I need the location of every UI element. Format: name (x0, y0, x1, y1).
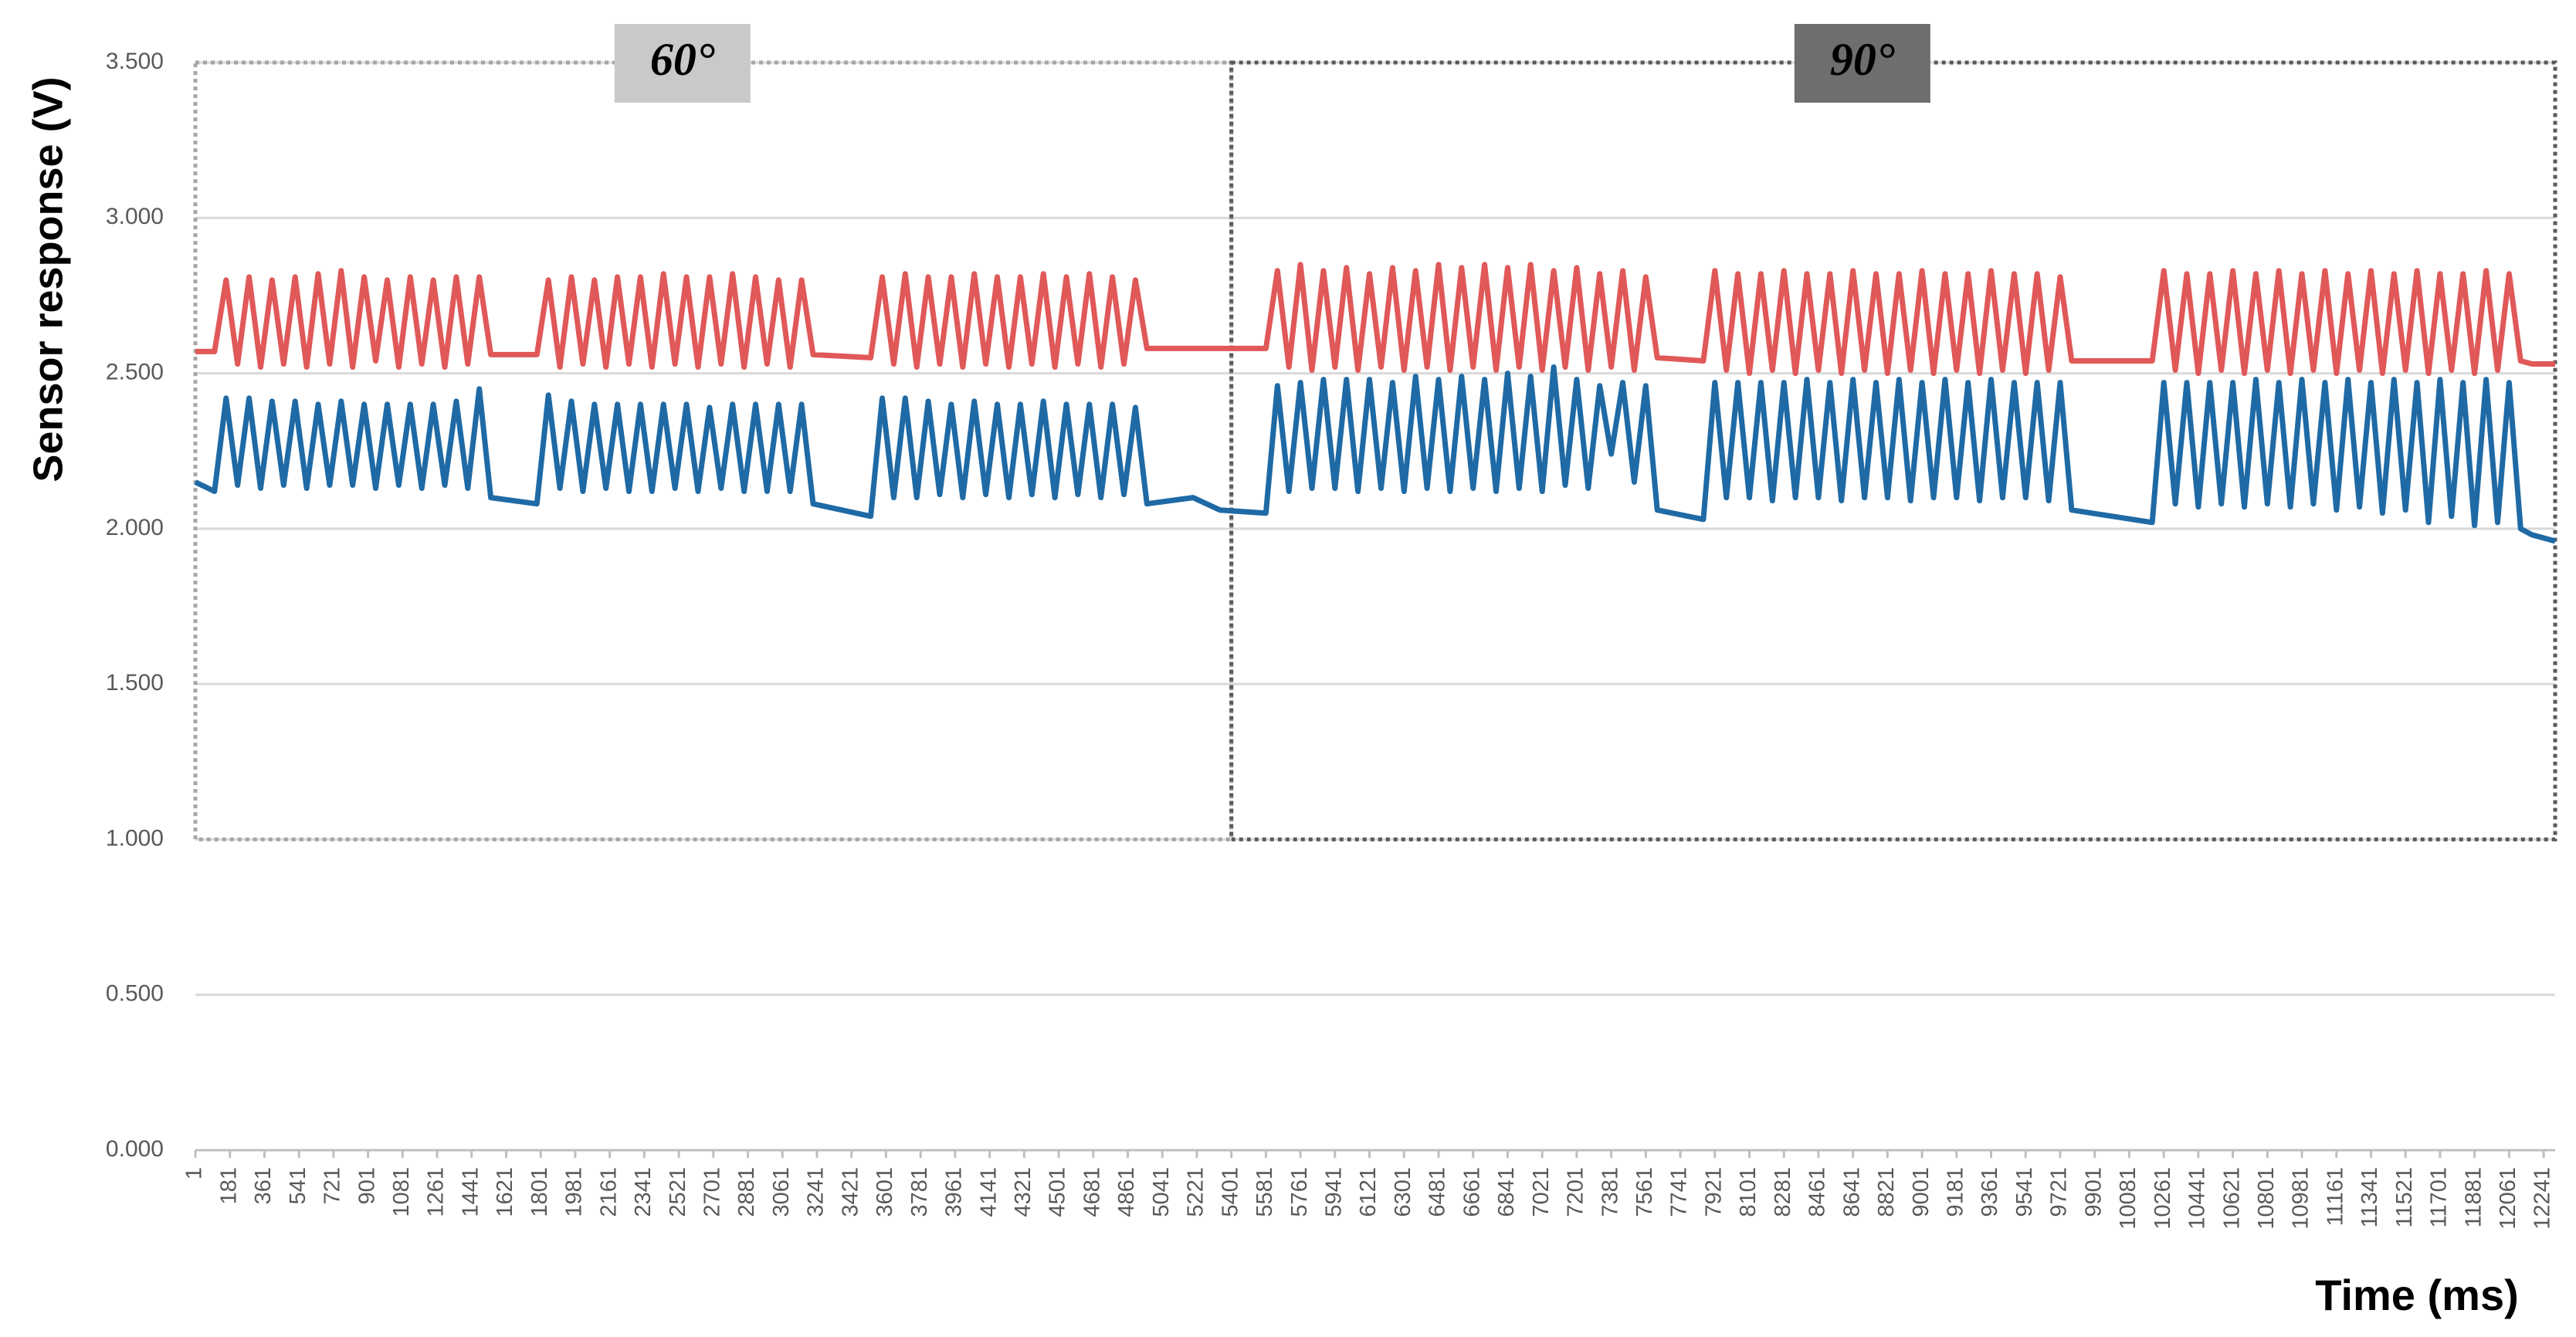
x-tick-label: 9541 (2012, 1167, 2037, 1217)
x-tick-label: 11701 (2427, 1167, 2452, 1228)
region-label: 90° (1830, 34, 1895, 85)
y-tick-label: 0.000 (106, 1136, 164, 1162)
x-tick-label: 7561 (1632, 1167, 1657, 1217)
x-tick-label: 6841 (1494, 1167, 1519, 1217)
x-tick-label: 3601 (873, 1167, 897, 1217)
x-tick-label: 9181 (1943, 1167, 1968, 1217)
x-tick-label: 1981 (562, 1167, 587, 1217)
x-tick-label: 361 (251, 1167, 276, 1204)
x-tick-label: 10801 (2254, 1167, 2279, 1230)
y-tick-label: 3.000 (106, 204, 164, 229)
x-tick-label: 10621 (2219, 1167, 2244, 1230)
x-tick-label: 2341 (631, 1167, 656, 1217)
x-tick-label: 4501 (1046, 1167, 1070, 1217)
x-tick-label: 7741 (1667, 1167, 1692, 1217)
x-tick-label: 8461 (1805, 1167, 1830, 1217)
y-tick-label: 2.500 (106, 359, 164, 384)
x-tick-label: 1 (182, 1167, 207, 1180)
x-tick-label: 7921 (1701, 1167, 1726, 1217)
x-tick-label: 6121 (1356, 1167, 1381, 1217)
y-tick-label: 0.500 (106, 981, 164, 1007)
x-tick-label: 10261 (2151, 1167, 2175, 1230)
x-tick-label: 11881 (2461, 1167, 2486, 1228)
x-tick-label: 7021 (1529, 1167, 1554, 1217)
x-tick-label: 5221 (1184, 1167, 1208, 1217)
x-tick-label: 3421 (838, 1167, 863, 1217)
x-tick-label: 9001 (1909, 1167, 1934, 1217)
x-axis-title: Time (ms) (2315, 1271, 2518, 1319)
x-tick-label: 6661 (1459, 1167, 1484, 1217)
x-tick-label: 6481 (1425, 1167, 1450, 1217)
region-label-box (614, 24, 751, 103)
x-tick-label: 541 (286, 1167, 310, 1204)
x-tick-label: 11341 (2357, 1167, 2382, 1228)
x-tick-label: 8281 (1771, 1167, 1795, 1217)
x-tick-label: 11161 (2323, 1167, 2347, 1226)
x-tick-label: 3241 (804, 1167, 829, 1217)
x-tick-label: 8821 (1874, 1167, 1899, 1217)
x-tick-label: 8101 (1736, 1167, 1761, 1217)
x-tick-label: 9901 (2081, 1167, 2106, 1217)
x-tick-label: 3061 (769, 1167, 794, 1217)
labels: 0.000 0.500 1.000 1.500 2.000 2.500 3.000 3.500… (106, 24, 2555, 1230)
x-tick-label: 4141 (976, 1167, 1001, 1217)
x-tick-label: 5761 (1287, 1167, 1312, 1217)
x-tick-label: 1621 (493, 1167, 517, 1217)
x-tick-label: 12061 (2496, 1167, 2520, 1230)
x-tick-label: 1081 (389, 1167, 414, 1217)
y-tick-label: 1.500 (106, 670, 164, 696)
x-tick-label: 6301 (1391, 1167, 1415, 1217)
x-tick-label: 5401 (1218, 1167, 1242, 1217)
x-tick-label: 5941 (1321, 1167, 1346, 1217)
x-tick-label: 10981 (2289, 1167, 2313, 1230)
x-tick-label: 10081 (2116, 1167, 2140, 1230)
x-tick-label: 9361 (1978, 1167, 2002, 1217)
y-tick-label: 3.500 (106, 49, 164, 74)
x-tick-label: 10441 (2185, 1167, 2210, 1230)
x-tick-label: 1441 (458, 1167, 483, 1217)
y-axis-title: Sensor response (V) (25, 76, 71, 482)
region-label: 60° (650, 34, 715, 85)
series-line (195, 262, 2555, 377)
x-tick-label: 181 (216, 1167, 241, 1204)
x-tick-label: 7381 (1598, 1167, 1622, 1217)
lines (194, 262, 2556, 544)
x-tick-label: 1261 (424, 1167, 449, 1217)
x-tick-label: 901 (354, 1167, 379, 1204)
x-tick-label: 2161 (596, 1167, 621, 1217)
x-tick-label: 2521 (666, 1167, 690, 1217)
x-tick-label: 8641 (1839, 1167, 1864, 1217)
series-line (194, 364, 2556, 544)
x-tick-label: 4321 (1011, 1167, 1035, 1217)
x-tick-label: 4861 (1114, 1167, 1139, 1217)
y-tick-label: 1.000 (106, 825, 164, 851)
x-tick-label: 3961 (942, 1167, 967, 1217)
x-tick-label: 12241 (2530, 1167, 2555, 1230)
x-tick-label: 2881 (734, 1167, 759, 1217)
x-tick-label: 4681 (1080, 1167, 1104, 1217)
x-tick-label: 1801 (527, 1167, 552, 1217)
x-tick-label: 9721 (2047, 1167, 2072, 1217)
x-tick-label: 5041 (1149, 1167, 1174, 1217)
x-tick-label: 3781 (907, 1167, 932, 1217)
y-tick-label: 2.000 (106, 515, 164, 540)
x-tick-label: 7201 (1564, 1167, 1588, 1217)
region-label-box (1794, 24, 1930, 103)
x-tick-label: 721 (320, 1167, 345, 1204)
x-tick-label: 11521 (2392, 1167, 2417, 1228)
x-tick-label: 2701 (700, 1167, 724, 1217)
x-tick-label: 5581 (1252, 1167, 1277, 1217)
